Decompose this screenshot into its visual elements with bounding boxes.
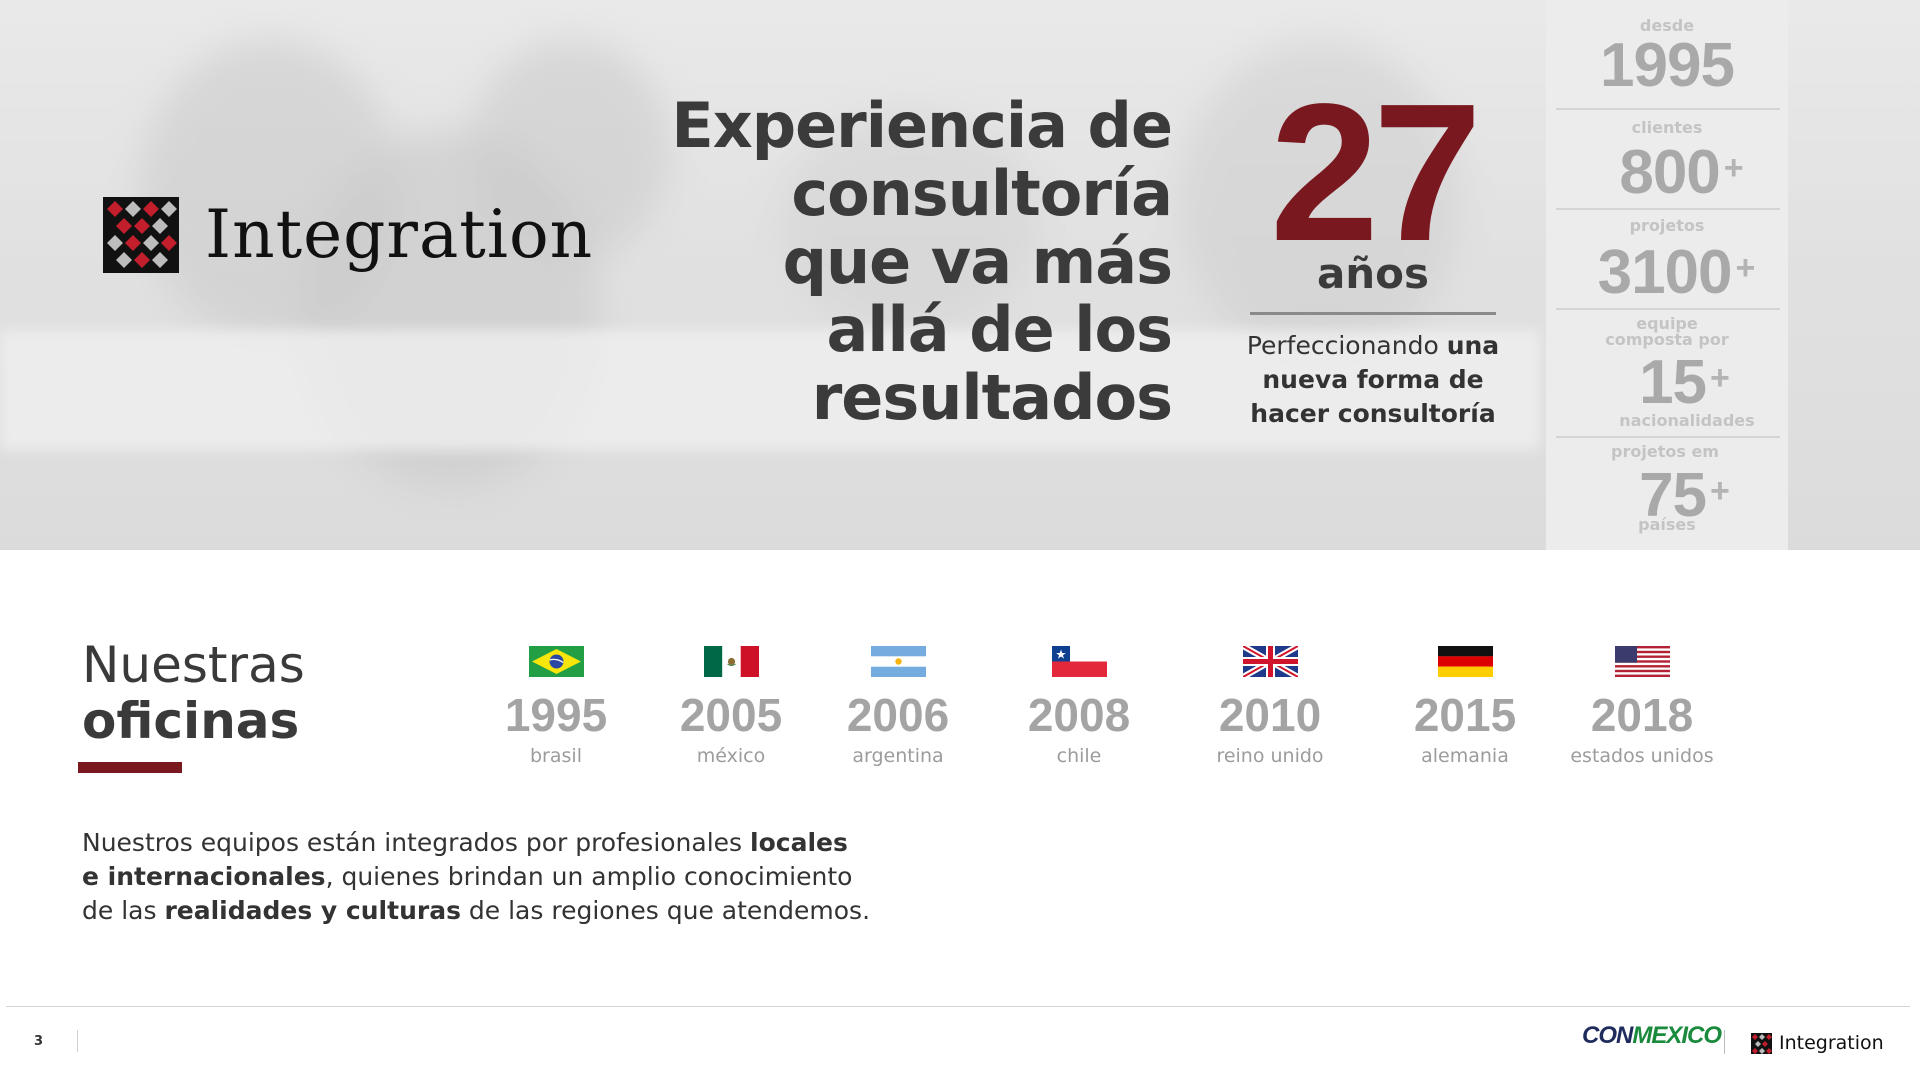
title-accent-bar bbox=[78, 762, 182, 773]
stat-plus: + bbox=[1710, 359, 1730, 397]
office-uk: 2010 reino unido bbox=[1190, 646, 1350, 769]
stat-value: 15 bbox=[1639, 348, 1707, 417]
divider bbox=[1250, 312, 1496, 315]
description-bold: locales bbox=[750, 828, 848, 857]
stat-projects: projetos 3100 + bbox=[1546, 218, 1788, 307]
background-photo-shape bbox=[1180, 40, 1460, 360]
stat-caption: projetos em bbox=[1611, 442, 1719, 461]
hero-banner: Integration Experiencia de consultoría q… bbox=[0, 0, 1920, 550]
stat-divider bbox=[1556, 436, 1780, 438]
background-photo-shape bbox=[780, 110, 1040, 330]
office-country: reino unido bbox=[1216, 745, 1324, 767]
office-country: brasil bbox=[530, 745, 582, 767]
offices-title: Nuestras oficinas bbox=[82, 636, 305, 748]
office-chile: 2008 chile bbox=[999, 646, 1159, 769]
subtitle-bold: nueva forma de bbox=[1262, 365, 1484, 394]
page-number-separator bbox=[77, 1030, 78, 1052]
footer-brand-text: Integration bbox=[1779, 1032, 1884, 1054]
subtitle-bold: hacer consultoría bbox=[1250, 399, 1496, 428]
office-brazil: 1995 brasil bbox=[476, 646, 636, 769]
subtitle-bold: una bbox=[1446, 331, 1500, 360]
office-country: argentina bbox=[852, 745, 944, 767]
mexico-flag-icon bbox=[703, 646, 759, 677]
offices-title-light: Nuestras bbox=[82, 636, 305, 694]
uk-flag-icon bbox=[1242, 646, 1298, 677]
background-desk bbox=[0, 330, 1540, 450]
office-germany: 2015 alemania bbox=[1385, 646, 1545, 769]
headline-line: Experiencia de bbox=[671, 89, 1173, 162]
stats-panel: desde 1995 clientes 800 + projetos 3100 + … bbox=[1546, 0, 1788, 550]
stat-divider bbox=[1556, 208, 1780, 210]
stat-caption: projetos bbox=[1629, 216, 1705, 235]
description-bold: e internacionales bbox=[82, 862, 326, 891]
conmexico-logo: CONMEXICO bbox=[1582, 1022, 1722, 1050]
usa-flag-icon bbox=[1614, 646, 1670, 677]
footer-logo-separator bbox=[1724, 1030, 1725, 1054]
office-year: 1995 bbox=[504, 689, 608, 741]
stat-value: 75 bbox=[1639, 461, 1707, 530]
headline-line: allá de los bbox=[826, 293, 1173, 366]
conmexico-logo-part: MEXICO bbox=[1632, 1022, 1722, 1049]
headline-line: consultoría bbox=[791, 157, 1173, 230]
footer-integration-logo: Integration bbox=[1751, 1032, 1884, 1054]
stat-caption: equipe composta por bbox=[1605, 314, 1729, 349]
headline-line: resultados bbox=[811, 361, 1173, 434]
office-year: 2005 bbox=[679, 689, 783, 741]
stat-plus: + bbox=[1710, 472, 1730, 510]
stat-clients: clientes 800 + bbox=[1546, 120, 1788, 205]
germany-flag-icon bbox=[1437, 646, 1493, 677]
office-year: 2010 bbox=[1218, 689, 1322, 741]
integration-logo-icon bbox=[1751, 1032, 1772, 1054]
office-year: 2006 bbox=[846, 689, 950, 741]
office-argentina: 2006 argentina bbox=[818, 646, 978, 769]
office-mexico: 2005 méxico bbox=[651, 646, 811, 769]
description-text: de las bbox=[82, 896, 165, 925]
description-text: , quienes brindan un amplio conocimiento bbox=[325, 862, 853, 891]
office-country: alemania bbox=[1421, 745, 1509, 767]
office-year: 2008 bbox=[1027, 689, 1131, 741]
integration-logo-text: Integration bbox=[205, 196, 594, 273]
conmexico-logo-part: CON bbox=[1582, 1022, 1633, 1049]
argentina-flag-icon bbox=[870, 646, 926, 677]
stat-value: 800 bbox=[1619, 138, 1720, 207]
integration-logo-icon bbox=[103, 196, 179, 273]
stat-value: 3100 bbox=[1597, 238, 1733, 307]
years-number: 27 bbox=[1269, 63, 1482, 282]
years-experience: 27 años Perfeccionando una nueva forma d… bbox=[1228, 63, 1518, 431]
stat-caption: desde bbox=[1639, 16, 1695, 35]
description-bold: realidades y culturas bbox=[164, 896, 461, 925]
office-country: estados unidos bbox=[1570, 745, 1714, 767]
brazil-flag-icon bbox=[528, 646, 584, 677]
description-text: de las regiones que atendemos. bbox=[460, 896, 871, 925]
page-number: 3 bbox=[34, 1034, 44, 1049]
stat-divider bbox=[1556, 108, 1780, 110]
footer-divider bbox=[6, 1006, 1910, 1007]
stat-plus: + bbox=[1723, 149, 1744, 187]
subtitle-text: Perfeccionando bbox=[1246, 331, 1447, 360]
stat-caption-bottom: nacionalidades bbox=[1619, 411, 1755, 430]
stat-divider bbox=[1556, 308, 1780, 310]
headline-line: que va más bbox=[782, 225, 1173, 298]
stat-nationalities: equipe composta por 15 + nacionalidades bbox=[1546, 316, 1788, 429]
offices-title-bold: oficinas bbox=[82, 692, 300, 750]
office-year: 2018 bbox=[1590, 689, 1694, 741]
integration-logo: Integration bbox=[103, 196, 593, 273]
background-photo-shape bbox=[470, 40, 670, 260]
office-usa: 2018 estados unidos bbox=[1562, 646, 1722, 769]
stat-caption: clientes bbox=[1631, 118, 1703, 137]
stat-since: desde 1995 bbox=[1546, 18, 1788, 98]
office-country: méxico bbox=[696, 745, 766, 767]
hero-headline: Experiencia de consultoría que va más al… bbox=[612, 89, 1173, 434]
chile-flag-icon bbox=[1051, 646, 1107, 677]
stat-countries: projetos em 75 + países bbox=[1546, 444, 1788, 533]
description-text: Nuestros equipos están integrados por pr… bbox=[82, 828, 751, 857]
stat-plus: + bbox=[1735, 249, 1756, 287]
years-unit: años bbox=[1316, 249, 1430, 298]
offices-description: Nuestros equipos están integrados por pr… bbox=[82, 826, 882, 928]
stat-caption-bottom: países bbox=[1638, 515, 1696, 534]
office-year: 2015 bbox=[1413, 689, 1517, 741]
stat-value: 1995 bbox=[1600, 31, 1735, 100]
office-country: chile bbox=[1056, 745, 1102, 767]
years-subtitle: Perfeccionando una nueva forma de hacer … bbox=[1228, 329, 1518, 431]
